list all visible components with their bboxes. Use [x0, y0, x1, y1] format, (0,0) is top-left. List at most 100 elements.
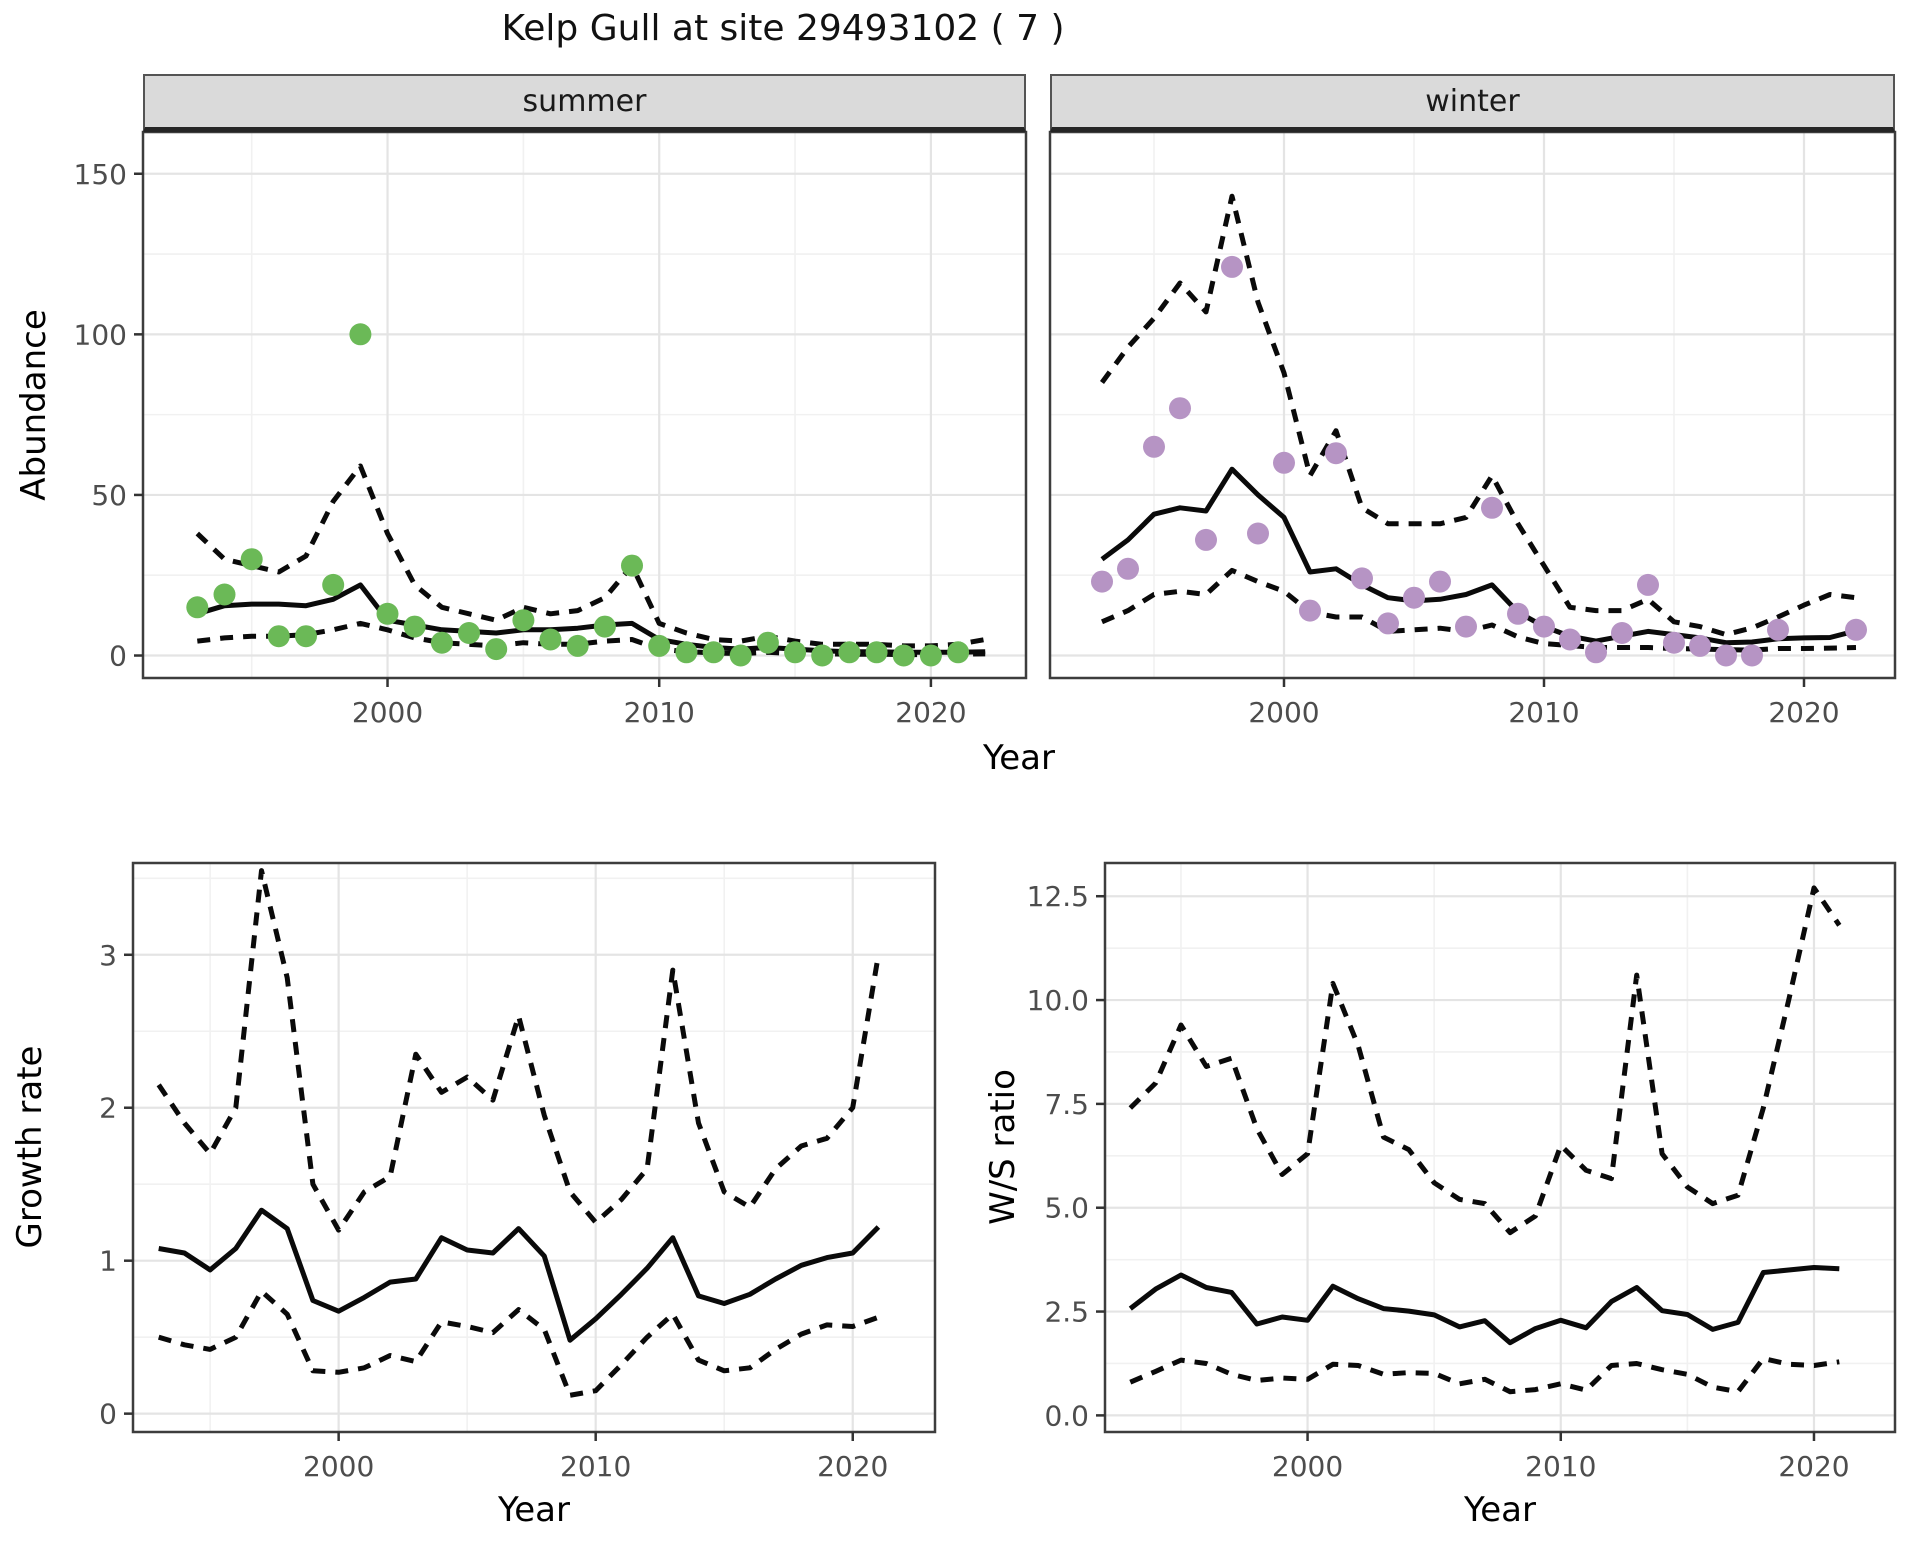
x-tick-label: 2020 — [895, 696, 966, 729]
winter-observation-point — [1507, 602, 1529, 625]
growth-lower-ci-line — [157, 1288, 880, 1398]
summer-observation-point — [322, 573, 345, 596]
summer-observation-point — [593, 615, 616, 638]
winter-observation-point — [1351, 567, 1373, 590]
summer-observation-point — [240, 548, 263, 571]
x-tick-label: 2000 — [1248, 696, 1319, 729]
y-tick-label: 100 — [74, 318, 127, 351]
summer-lower-ci-line — [197, 620, 986, 658]
panel-border — [1048, 130, 1897, 680]
y-tick-label: 12.5 — [1027, 880, 1089, 913]
summer-observation-point — [430, 631, 453, 654]
panel-growth: 2000 2010 2020 0 1 2 3 — [99, 861, 937, 1483]
facet-strip-summer-label: summer — [522, 84, 647, 119]
summer-observation-point — [892, 644, 915, 667]
winter-observation-point — [1585, 641, 1607, 664]
y-tick-label: 2 — [99, 1092, 117, 1125]
x-tick-label: 2020 — [1778, 1450, 1849, 1483]
summer-observation-point — [648, 634, 671, 657]
winter-observation-point — [1169, 397, 1191, 420]
panel-border — [141, 130, 1028, 680]
summer-observation-point — [566, 634, 589, 657]
winter-observation-point — [1221, 255, 1243, 278]
winter-observation-point — [1611, 622, 1633, 644]
winter-observation-point — [1637, 573, 1659, 596]
y-tick-label: 150 — [74, 158, 127, 191]
summer-observation-point — [349, 323, 372, 346]
growth-upper-ci-line — [156, 868, 881, 1233]
y-tick-label: 7.5 — [1044, 1088, 1089, 1121]
winter-observation-point — [1429, 570, 1451, 593]
panel-border — [1103, 861, 1897, 1434]
summer-observation-point — [267, 625, 290, 648]
summer-observation-point — [539, 628, 562, 651]
panel-winter: 2000 2010 2020 — [1048, 130, 1897, 729]
x-tick-label: 2010 — [624, 696, 695, 729]
summer-observation-point — [865, 641, 888, 664]
winter-observation-point — [1481, 496, 1503, 519]
summer-observation-point — [621, 554, 643, 577]
winter-observation-point — [1325, 442, 1347, 465]
x-tick-label: 2020 — [817, 1450, 888, 1483]
ws-fit-line — [1128, 1265, 1840, 1346]
winter-observation-point — [1663, 631, 1685, 654]
x-tick-label: 2020 — [1768, 696, 1839, 729]
summer-observation-point — [947, 641, 970, 664]
winter-observation-point — [1247, 522, 1269, 545]
winter-observation-point — [1117, 557, 1139, 580]
winter-observation-point — [1143, 435, 1165, 458]
summer-observation-point — [702, 641, 725, 664]
winter-observation-point — [1845, 618, 1867, 641]
winter-observation-point — [1299, 599, 1321, 622]
x-axis-title-year-top: Year — [983, 738, 1055, 778]
y-tick-label: 3 — [99, 939, 117, 972]
facet-strip-winter-label: winter — [1425, 84, 1520, 119]
winter-observation-point — [1715, 644, 1737, 667]
y-tick-label: 0 — [109, 640, 127, 673]
summer-observation-point — [919, 644, 942, 667]
panel-background — [1050, 132, 1895, 678]
ws-lower-ci-line — [1129, 1356, 1840, 1395]
summer-observation-point — [729, 644, 752, 667]
x-tick-label: 2010 — [560, 1450, 631, 1483]
x-tick-label: 2000 — [1272, 1450, 1343, 1483]
panel-summer: 2000 2010 2020 0 50 100 150 — [74, 130, 1028, 729]
x-tick-label: 2010 — [1525, 1450, 1596, 1483]
summer-observation-point — [811, 644, 834, 667]
winter-observation-point — [1195, 528, 1217, 551]
x-tick-label: 2010 — [1508, 696, 1579, 729]
winter-observation-point — [1689, 634, 1711, 657]
y-tick-label: 0 — [99, 1398, 117, 1431]
winter-observation-point — [1273, 451, 1295, 474]
summer-observation-point — [512, 609, 535, 632]
summer-observation-point — [458, 622, 480, 644]
panel-ws: 2000 2010 2020 0.0 2.5 5.0 7.5 10.0 12.5 — [1027, 861, 1897, 1483]
winter-lower-ci-line — [1101, 567, 1857, 653]
y-tick-label: 10.0 — [1027, 984, 1089, 1017]
summer-observation-point — [295, 625, 317, 648]
x-tick-label: 2000 — [352, 696, 423, 729]
summer-observation-point — [186, 596, 209, 619]
summer-observation-point — [756, 631, 779, 654]
winter-fit-line — [1100, 466, 1857, 646]
y-tick-label: 0.0 — [1044, 1399, 1089, 1432]
panel-background — [133, 863, 935, 1432]
y-tick-label: 1 — [99, 1245, 117, 1278]
winter-observation-point — [1741, 644, 1763, 667]
summer-observation-point — [403, 615, 426, 638]
winter-observation-point — [1559, 628, 1581, 651]
winter-observation-point — [1091, 570, 1113, 593]
winter-observation-point — [1455, 615, 1477, 638]
x-axis-title-year-bottom-left: Year — [498, 1490, 570, 1530]
winter-observation-point — [1377, 612, 1399, 635]
facet-strip-winter: winter — [1050, 74, 1895, 132]
chart-title: Kelp Gull at site 29493102 ( 7 ) — [501, 8, 1065, 49]
summer-observation-point — [376, 602, 399, 625]
panel-background — [143, 132, 1026, 678]
winter-observation-point — [1767, 618, 1789, 641]
winter-observation-point — [1403, 586, 1425, 609]
winter-observation-point — [1533, 615, 1555, 638]
facet-strip-summer: summer — [143, 74, 1026, 132]
